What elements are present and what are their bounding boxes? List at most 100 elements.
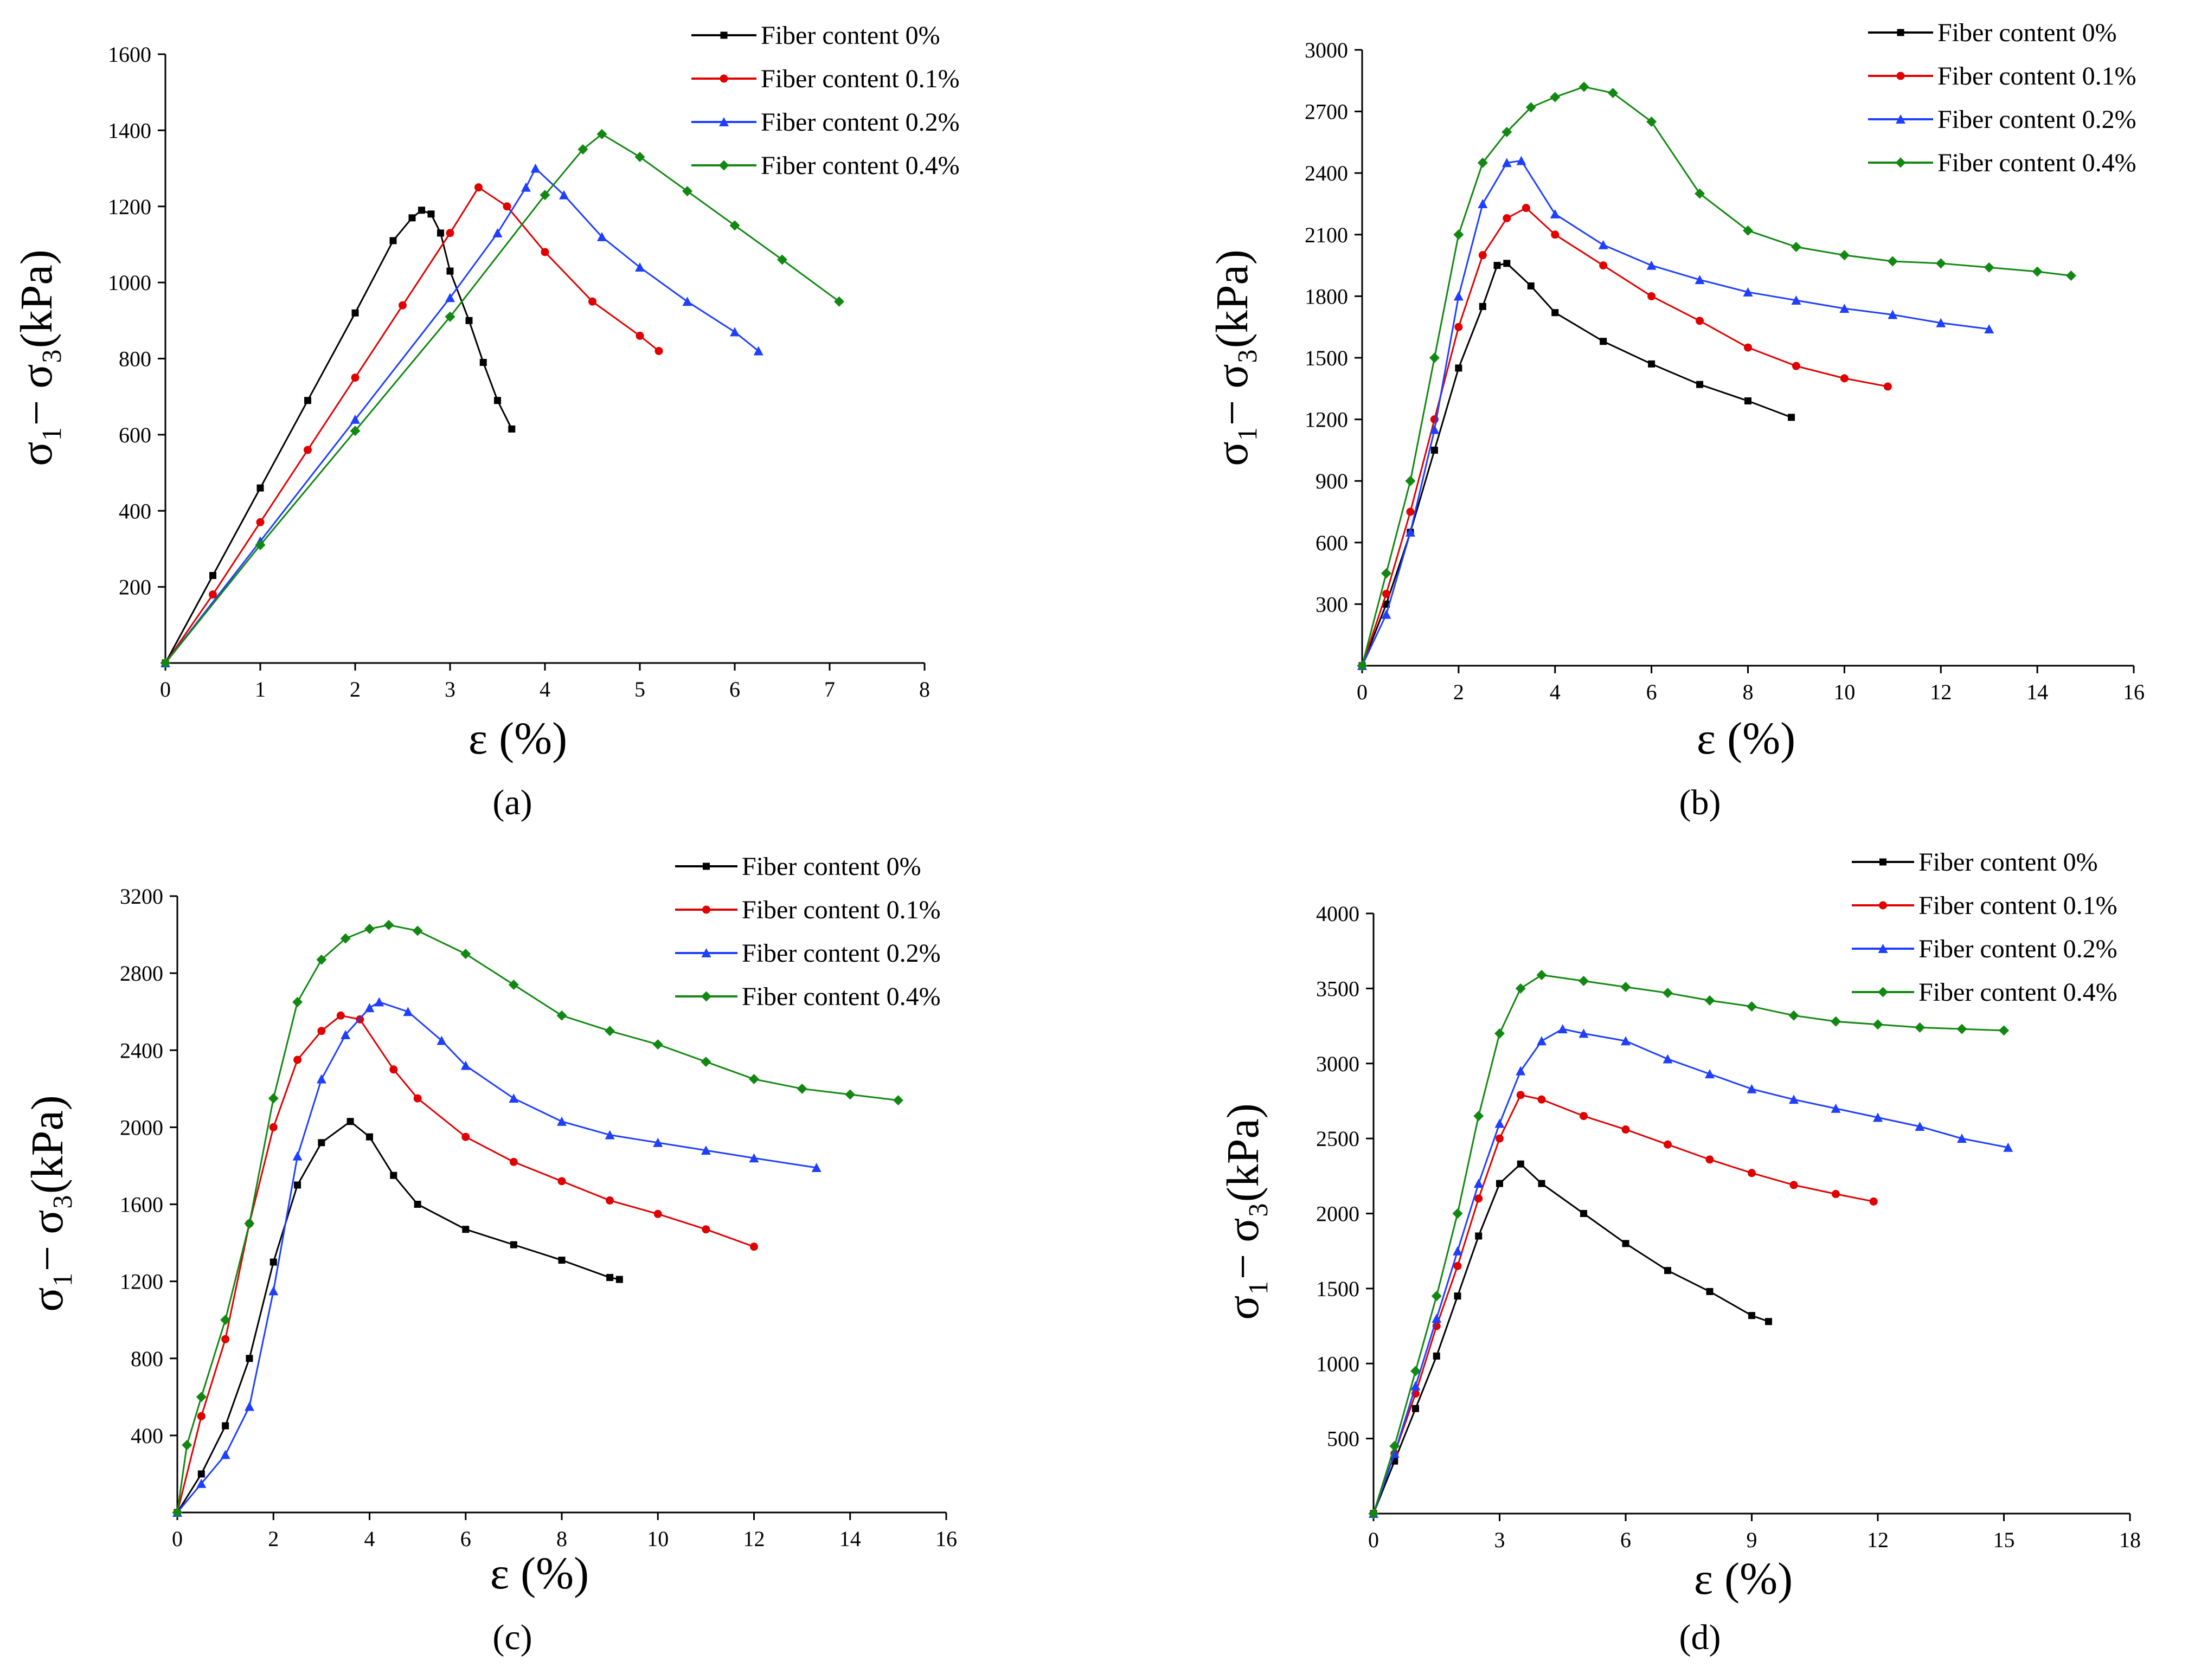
data-point	[408, 214, 416, 222]
data-point	[1516, 1091, 1525, 1099]
series-line	[176, 1014, 755, 1513]
data-point	[893, 1095, 903, 1106]
series-fiber-content-0-2	[161, 163, 763, 667]
data-point	[1646, 260, 1657, 270]
x-tick-label: 12	[1867, 1528, 1889, 1552]
data-point	[389, 1065, 398, 1074]
x-tick-label: 4	[364, 1527, 375, 1551]
data-point	[437, 1035, 447, 1045]
panel-label: (c)	[492, 1618, 532, 1657]
data-point	[492, 228, 503, 237]
data-point	[749, 1074, 759, 1085]
series-fiber-content-0-2	[172, 997, 822, 1517]
data-point	[172, 1507, 183, 1518]
data-point	[509, 1093, 519, 1103]
data-point	[1956, 1024, 1967, 1034]
data-point	[682, 186, 692, 197]
data-point	[479, 359, 487, 366]
data-point	[701, 1057, 711, 1067]
data-point	[351, 309, 359, 317]
legend-marker	[1897, 29, 1904, 36]
data-point	[1382, 589, 1390, 598]
data-point	[1550, 209, 1560, 218]
data-point	[244, 1218, 255, 1229]
data-point	[494, 397, 501, 404]
data-point	[1578, 81, 1589, 92]
data-point	[652, 1039, 663, 1050]
data-point	[1705, 1155, 1714, 1164]
data-point	[1748, 1169, 1756, 1177]
legend-label: Fiber content 0%	[742, 852, 921, 881]
legend-marker	[1896, 114, 1905, 124]
x-tick-label: 0	[172, 1527, 183, 1551]
x-tick-label: 4	[540, 677, 550, 701]
data-point	[1957, 1134, 1967, 1143]
data-point	[1599, 261, 1608, 270]
legend-label: Fiber content 0.2%	[742, 939, 941, 968]
data-point	[606, 1196, 614, 1205]
y-tick-label: 800	[131, 1347, 163, 1371]
data-point	[1429, 352, 1440, 363]
data-point	[635, 262, 645, 272]
data-point	[427, 210, 435, 218]
data-point	[316, 1074, 326, 1084]
data-point	[1494, 1118, 1505, 1128]
legend-marker	[702, 905, 710, 914]
data-point	[1551, 230, 1560, 239]
data-point	[503, 202, 511, 211]
y-tick-label: 1500	[1316, 1277, 1359, 1301]
y-tick-label: 1800	[1305, 284, 1348, 308]
chart-panel-1: 0 1 2 3 4 5 6 7 8 200 400 600 800 1000 1200 1400 1600 σ₁−…	[11, 21, 960, 822]
data-point	[1664, 1267, 1671, 1275]
legend-label: Fiber content 0.4%	[742, 982, 941, 1011]
legend-entry: Fiber content 0.1%	[1852, 891, 2117, 920]
data-point	[255, 539, 266, 550]
data-point	[1840, 374, 1849, 383]
data-point	[160, 658, 171, 668]
data-point	[1888, 310, 1898, 319]
data-point	[1410, 1366, 1421, 1376]
legend-marker	[1896, 72, 1905, 80]
data-point	[510, 1241, 517, 1248]
data-point	[1695, 275, 1705, 285]
data-point	[390, 1172, 397, 1179]
legend-label: Fiber content 0.1%	[742, 896, 941, 924]
data-point	[1663, 1054, 1673, 1064]
data-point	[1357, 660, 1368, 671]
y-tick-label: 3200	[120, 884, 163, 909]
y-tick-label: 2000	[1316, 1202, 1359, 1226]
y-axis-title: σ₁− σ₃(kPa)	[1207, 249, 1257, 466]
series-line	[176, 924, 899, 1513]
series-fiber-content-0-4	[1357, 81, 2076, 671]
data-point	[1474, 1194, 1483, 1203]
data-point	[1516, 156, 1526, 165]
data-point	[750, 1243, 758, 1251]
data-point	[1454, 323, 1463, 331]
x-tick-label: 15	[1993, 1528, 2015, 1552]
legend-marker	[703, 862, 710, 870]
legend-entry: Fiber content 0.1%	[675, 896, 941, 924]
series-line	[1361, 207, 1888, 666]
data-point	[1406, 507, 1415, 516]
data-point	[634, 152, 645, 163]
legend-entry: Fiber content 0.1%	[691, 65, 960, 93]
x-tick-label: 9	[1747, 1528, 1757, 1552]
data-point	[541, 248, 549, 256]
data-point	[269, 1258, 277, 1266]
data-point	[1368, 1508, 1379, 1519]
data-point	[196, 1478, 207, 1488]
legend-label: Fiber content 0.4%	[761, 151, 960, 180]
data-point	[597, 231, 607, 241]
data-point	[1600, 338, 1607, 345]
data-point	[209, 572, 216, 580]
series-fiber-content-0-4	[172, 919, 903, 1518]
data-point	[596, 128, 607, 139]
x-axis-title: ε (%)	[490, 1548, 589, 1599]
x-tick-label: 6	[1620, 1528, 1631, 1552]
x-tick-label: 18	[2119, 1528, 2141, 1552]
series-line	[164, 133, 840, 664]
x-tick-label: 12	[743, 1527, 765, 1551]
legend-marker	[719, 117, 729, 126]
data-point	[1839, 304, 1850, 313]
data-point	[182, 1440, 192, 1451]
